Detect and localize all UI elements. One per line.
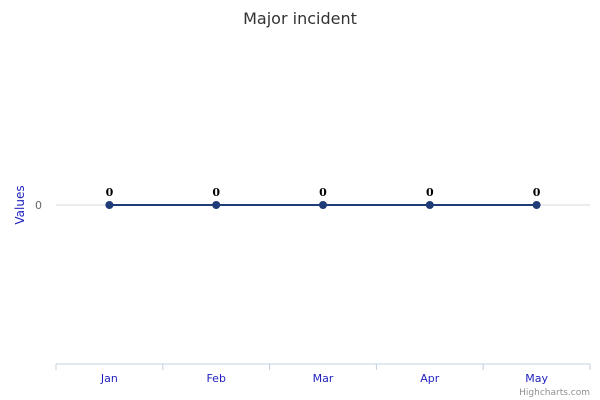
series-group [105, 201, 541, 209]
x-tick-label: Feb [206, 372, 225, 385]
x-tick-label: Mar [313, 372, 334, 385]
y-tick-label: 0 [35, 199, 42, 212]
data-point[interactable] [319, 201, 327, 209]
data-point[interactable] [532, 201, 541, 209]
data-point[interactable] [212, 201, 221, 209]
x-tick-label: Apr [420, 372, 440, 385]
y-axis-label: Values [13, 185, 27, 224]
data-labels: 0 0 0 0 0 [106, 186, 541, 199]
x-axis: Jan Feb Mar Apr May [55, 363, 591, 385]
data-label: 0 [212, 186, 220, 199]
credits-link[interactable]: Highcharts.com [519, 388, 590, 398]
x-tick-label: Jan [100, 372, 118, 385]
y-axis-ticks: 0 [35, 199, 42, 212]
chart-title: Major incident [243, 9, 357, 28]
data-label: 0 [426, 186, 434, 199]
x-tick-label: May [525, 372, 548, 385]
data-point[interactable] [425, 201, 434, 209]
data-point[interactable] [105, 201, 114, 209]
data-label: 0 [319, 186, 327, 199]
data-label: 0 [533, 186, 541, 199]
data-label: 0 [106, 186, 114, 199]
